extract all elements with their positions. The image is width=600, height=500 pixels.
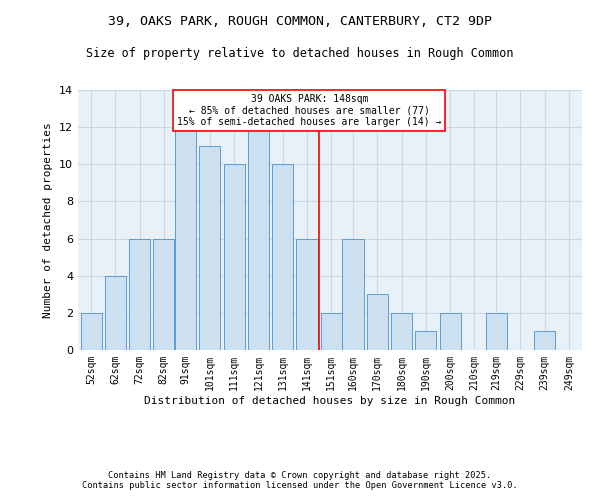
Bar [440,313,461,350]
Bar [534,332,555,350]
Text: 39 OAKS PARK: 148sqm
← 85% of detached houses are smaller (77)
15% of semi-detac: 39 OAKS PARK: 148sqm ← 85% of detached h… [177,94,442,127]
Bar [224,164,245,350]
Bar [80,313,101,350]
Bar [248,127,269,350]
Text: Size of property relative to detached houses in Rough Common: Size of property relative to detached ho… [86,48,514,60]
Bar [296,238,317,350]
Bar [343,238,364,350]
Bar [320,313,342,350]
Text: Contains HM Land Registry data © Crown copyright and database right 2025.
Contai: Contains HM Land Registry data © Crown c… [82,470,518,490]
Bar [199,146,220,350]
Bar [272,164,293,350]
Bar [485,313,506,350]
Bar [105,276,126,350]
X-axis label: Distribution of detached houses by size in Rough Common: Distribution of detached houses by size … [145,396,515,406]
Y-axis label: Number of detached properties: Number of detached properties [43,122,53,318]
Bar [175,127,196,350]
Bar [154,238,175,350]
Bar [129,238,150,350]
Text: 39, OAKS PARK, ROUGH COMMON, CANTERBURY, CT2 9DP: 39, OAKS PARK, ROUGH COMMON, CANTERBURY,… [108,15,492,28]
Bar [391,313,412,350]
Bar [415,332,436,350]
Bar [367,294,388,350]
